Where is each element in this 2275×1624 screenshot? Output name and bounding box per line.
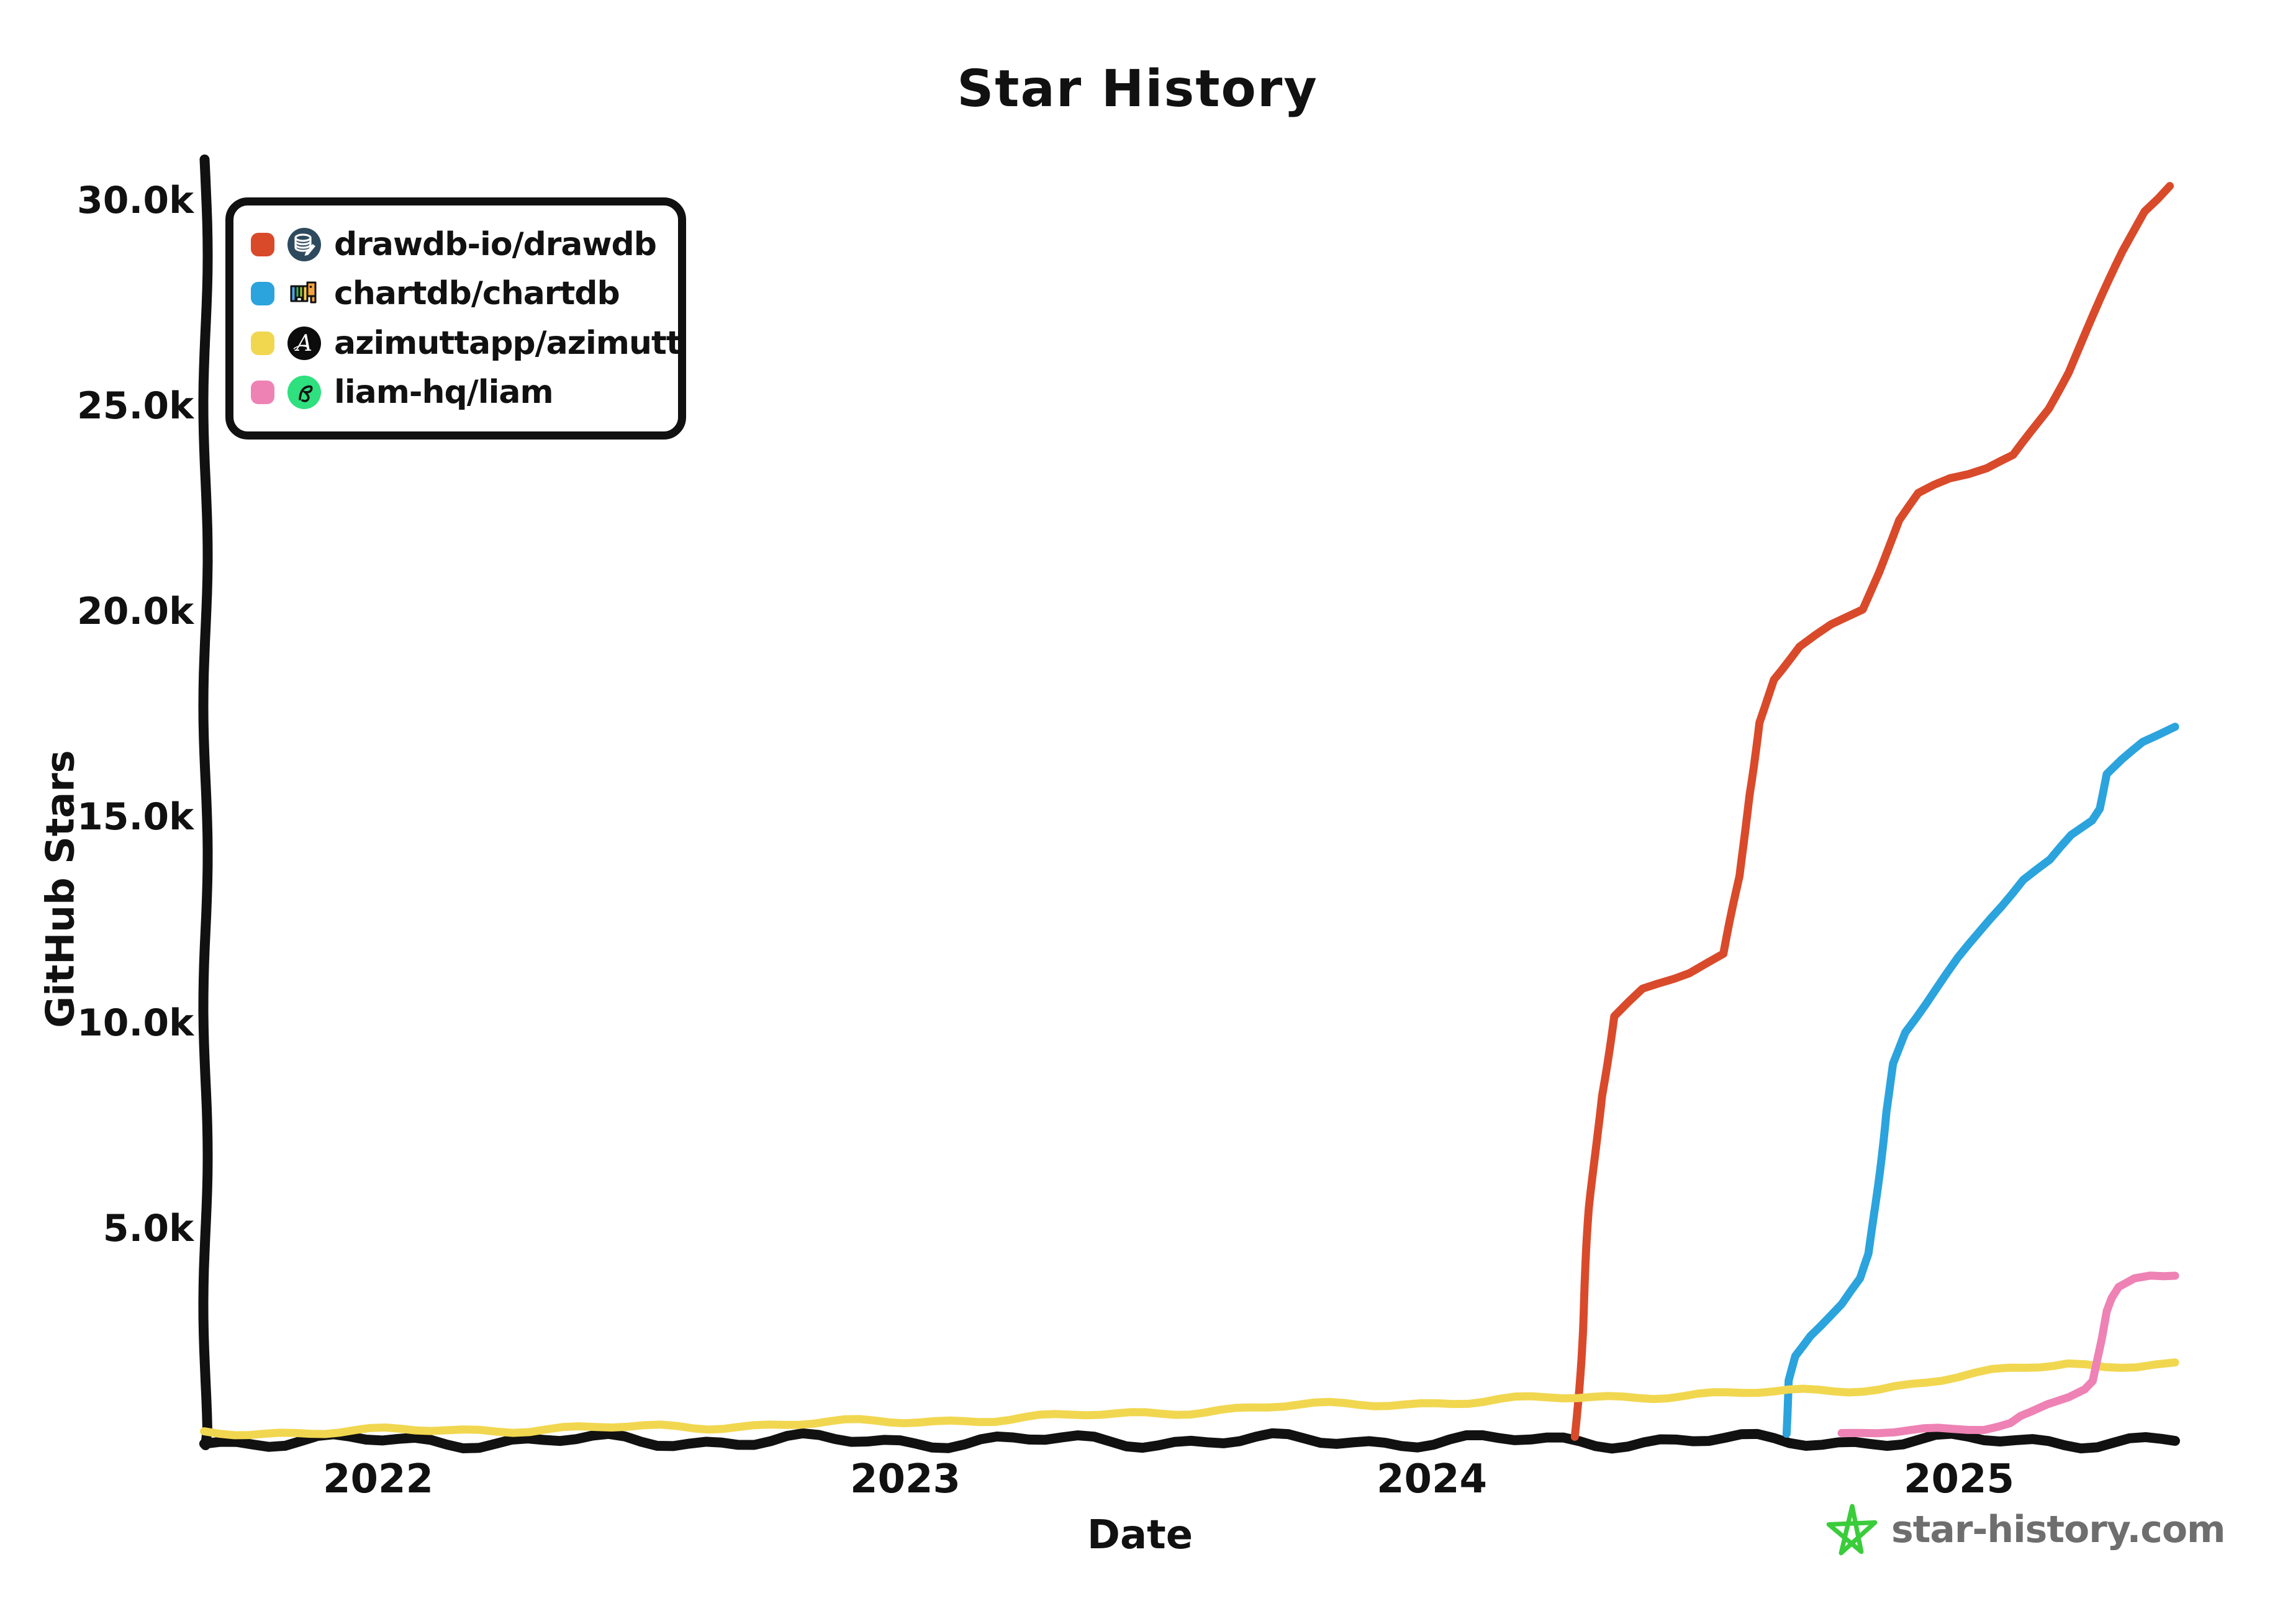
y-tick-label: 30.0k xyxy=(77,179,194,222)
x-tick-label: 2024 xyxy=(1376,1456,1488,1502)
legend-label: azimuttapp/azimutt xyxy=(334,324,682,362)
y-tick-label: 5.0k xyxy=(102,1207,194,1250)
drawdb-color-swatch xyxy=(251,233,274,257)
series-line-chartdb-chartdb xyxy=(1782,723,2179,1438)
chartdb-logo-icon xyxy=(290,281,317,304)
series-line-drawdb-io-drawdb xyxy=(1570,182,2174,1441)
y-tick-label: 10.0k xyxy=(77,1001,194,1045)
x-tick-label: 2025 xyxy=(1903,1456,2015,1502)
legend-item-drawdb: drawdb-io/drawdb xyxy=(251,226,678,263)
legend-item-azimutt: A azimuttapp/azimutt xyxy=(251,324,682,362)
legend-label: chartdb/chartdb xyxy=(334,275,620,313)
watermark-text: star-history.com xyxy=(1891,1508,2226,1551)
legend: drawdb-io/drawdb chartdb/chartdb xyxy=(225,197,686,440)
star-doodle-icon xyxy=(1826,1504,1878,1556)
liam-logo-icon xyxy=(287,375,321,409)
y-tick-label: 20.0k xyxy=(77,590,194,633)
azimutt-color-swatch xyxy=(251,331,274,355)
chart-title: Star History xyxy=(957,60,1318,119)
y-axis-line xyxy=(198,154,213,1450)
series-line-liam-hq-liam xyxy=(1837,1271,2179,1438)
series-line-azimuttapp-azimutt xyxy=(200,1358,2179,1440)
x-axis-label: Date xyxy=(1087,1512,1193,1558)
azimutt-logo-icon: A xyxy=(287,326,321,360)
watermark: star-history.com xyxy=(1825,1502,2226,1557)
svg-text:A: A xyxy=(294,331,312,356)
y-tick-label: 25.0k xyxy=(77,384,194,428)
x-tick-label: 2023 xyxy=(849,1456,961,1502)
liam-color-swatch xyxy=(251,380,274,404)
y-axis-label: GitHub Stars xyxy=(37,750,83,1028)
legend-item-liam: liam-hq/liam xyxy=(251,374,678,411)
x-tick-label: 2022 xyxy=(322,1456,434,1502)
drawdb-logo-icon xyxy=(287,228,321,262)
chartdb-color-swatch xyxy=(251,282,274,306)
y-tick-label: 15.0k xyxy=(77,795,194,839)
legend-label: liam-hq/liam xyxy=(334,373,554,411)
legend-label: drawdb-io/drawdb xyxy=(334,226,657,264)
legend-item-chartdb: chartdb/chartdb xyxy=(251,275,678,312)
x-axis-line xyxy=(199,1428,2180,1454)
